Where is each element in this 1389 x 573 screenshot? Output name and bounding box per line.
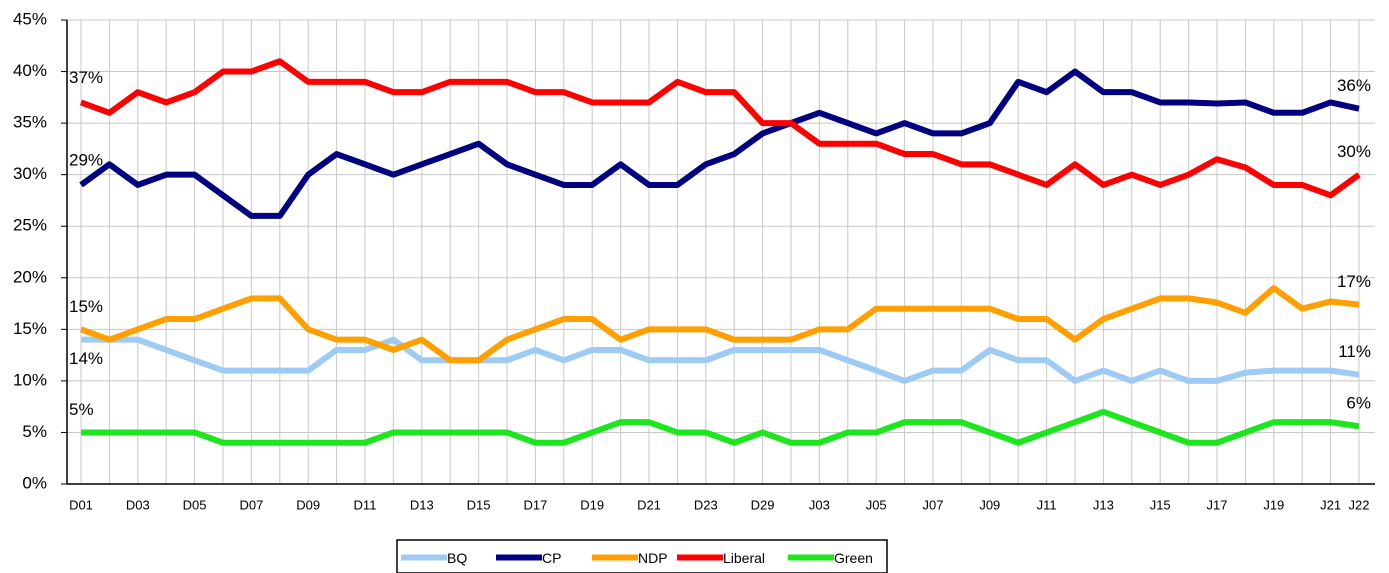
y-tick-label: 40% <box>13 61 47 80</box>
data-label: 5% <box>69 400 94 419</box>
y-tick-label: 15% <box>13 319 47 338</box>
y-tick-label: 35% <box>13 113 47 132</box>
x-tick-label: D29 <box>751 497 775 512</box>
data-label: 11% <box>1338 342 1371 361</box>
legend-label: BQ <box>447 550 467 566</box>
series-line <box>81 408 1360 446</box>
x-tick-label: D07 <box>239 497 263 512</box>
x-tick-label: J19 <box>1263 497 1284 512</box>
data-label: 15% <box>69 297 103 316</box>
y-tick-label: 0% <box>22 473 47 492</box>
data-label: 14% <box>69 349 103 368</box>
data-label: 17% <box>1337 272 1371 291</box>
x-tick-label: J09 <box>979 497 1000 512</box>
x-tick-label: D09 <box>296 497 320 512</box>
x-tick-label: D23 <box>694 497 718 512</box>
series-line <box>79 58 1361 199</box>
x-tick-label: J07 <box>923 497 944 512</box>
data-label: 37% <box>69 68 103 87</box>
x-tick-label: J21 <box>1320 497 1341 512</box>
legend-label: CP <box>542 550 561 566</box>
y-tick-label: 25% <box>13 216 47 235</box>
series-line <box>81 336 1360 384</box>
x-tick-label: D17 <box>523 497 547 512</box>
data-label: 30% <box>1337 142 1371 161</box>
x-tick-label: J22 <box>1349 497 1370 512</box>
legend-label: Liberal <box>723 550 765 566</box>
series-line <box>79 68 1360 219</box>
x-tick-label: J11 <box>1037 497 1057 512</box>
y-tick-label: 10% <box>13 370 47 389</box>
y-tick-label: 20% <box>13 267 47 286</box>
data-label: 29% <box>69 150 103 169</box>
x-tick-label: D15 <box>467 497 491 512</box>
x-tick-label: J15 <box>1150 497 1171 512</box>
data-label: 36% <box>1337 76 1371 95</box>
y-tick-label: 5% <box>22 422 47 441</box>
y-tick-label: 45% <box>13 9 47 28</box>
x-tick-label: J13 <box>1093 497 1114 512</box>
x-tick-label: J17 <box>1207 497 1228 512</box>
x-tick-label: D21 <box>637 497 661 512</box>
legend-label: Green <box>834 550 873 566</box>
x-tick-label: D11 <box>354 497 377 512</box>
data-label: 6% <box>1346 394 1371 413</box>
series-line <box>79 285 1360 364</box>
legend-label: NDP <box>638 550 668 566</box>
x-tick-label: J03 <box>809 497 830 512</box>
x-tick-label: D19 <box>580 497 604 512</box>
legend: BQ CP NDP Liberal Green <box>396 539 888 573</box>
x-tick-label: J05 <box>866 497 887 512</box>
x-tick-label: D05 <box>183 497 207 512</box>
x-tick-label: D13 <box>410 497 434 512</box>
y-tick-label: 30% <box>13 164 47 183</box>
x-tick-label: D03 <box>126 497 150 512</box>
x-tick-label: D01 <box>69 497 93 512</box>
